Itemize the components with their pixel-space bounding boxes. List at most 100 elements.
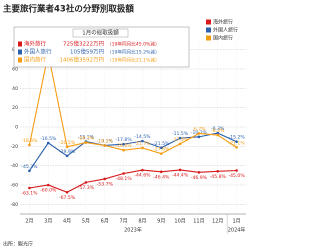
series-point: [122, 172, 125, 175]
series-point: [65, 145, 69, 149]
x-tick-label: 1月: [232, 219, 240, 225]
x-tick-label: 12月: [212, 219, 223, 225]
summary-amount: 105億59万円: [70, 48, 104, 56]
y-tick-label: 40: [12, 86, 18, 92]
series-line: [28, 53, 237, 155]
value-label: -8.3%: [211, 128, 225, 134]
value-label: -45.0%: [228, 173, 245, 179]
series-point: [235, 140, 238, 143]
series-point: [141, 139, 144, 143]
summary-name: 国内旅行: [24, 56, 47, 64]
x-tick-label: 5月: [82, 219, 90, 225]
value-label: -16.5%: [40, 136, 57, 142]
series-point: [235, 146, 238, 149]
y-tick-label: -60: [10, 183, 18, 189]
value-label: -67.5%: [59, 195, 76, 201]
series-point: [178, 168, 182, 172]
series-point: [197, 135, 201, 139]
series-point: [216, 131, 220, 135]
x-tick-label: 10月: [174, 219, 185, 225]
value-label: -14.5%: [134, 134, 151, 140]
y-tick-label: 60: [12, 67, 18, 73]
value-label: -27.6%: [153, 147, 170, 153]
value-label: -15.1%: [78, 135, 95, 141]
value-label: -29.9%: [59, 149, 76, 155]
x-tick-label: 4月: [63, 219, 71, 225]
chart: 主要旅行業者43社の分野別取扱額 出所：観光庁 -80 -60 -40 -20 0 20 4…: [3, 4, 246, 248]
summary-amount: 725億3222万円: [63, 40, 104, 48]
legend-label: 外国人旅行: [213, 27, 238, 34]
series-point: [28, 143, 31, 147]
series-point: [178, 136, 182, 140]
series-point: [65, 154, 69, 158]
x-tick-label: 7月: [119, 219, 127, 225]
series-point: [159, 146, 163, 150]
series-point: [28, 169, 31, 173]
x-tick-label: 8月: [138, 219, 146, 225]
y-tick-label: -80: [10, 202, 18, 208]
series-point: [141, 146, 144, 150]
summary-amount: 1406億3592万円: [60, 56, 105, 64]
series-point: [103, 177, 107, 181]
series-line: [28, 132, 237, 172]
value-label: -46.9%: [191, 175, 208, 181]
y-tick-label: 20: [12, 105, 18, 111]
x-tick-label: 3月: [44, 219, 52, 225]
series-point: [103, 144, 107, 147]
value-label: -11.5%: [172, 131, 189, 137]
summary-swatch: [18, 57, 22, 63]
value-label: -19.1%: [97, 138, 114, 144]
value-label: -63.1%: [21, 190, 38, 196]
series-point: [46, 183, 50, 187]
legend-label: 国内旅行: [213, 35, 233, 42]
year-label: 2023年: [124, 227, 142, 234]
value-label: -17.5%: [172, 137, 189, 143]
value-label: -15.2%: [228, 135, 245, 141]
series-point: [216, 133, 220, 137]
value-label: -44.4%: [172, 172, 189, 178]
value-label: -45.8%: [210, 174, 227, 180]
summary-name: 海外旅行: [24, 40, 47, 48]
value-label: -21.7%: [134, 141, 151, 147]
series-point: [84, 141, 88, 144]
summary-note: （19年同月比21.1%減）: [107, 57, 160, 64]
value-label: -44.6%: [134, 173, 151, 179]
legend-swatch: [206, 35, 211, 41]
summary-name: 外国人旅行: [24, 48, 52, 56]
value-label: -20.5%: [59, 140, 76, 146]
legend-swatch: [206, 27, 211, 33]
year-label: 2024年: [228, 227, 246, 234]
x-tick-label: 9月: [157, 219, 165, 225]
value-label: -48.1%: [115, 176, 132, 182]
value-label: -21.1%: [228, 140, 245, 146]
value-label: -21.5%: [153, 141, 170, 147]
y-tick-label: 0: [15, 125, 18, 131]
series-point: [122, 148, 125, 152]
series-point: [197, 171, 201, 174]
summary-swatch: [18, 41, 22, 47]
x-tick-label: 6月: [101, 219, 109, 225]
value-label: -53.7%: [97, 181, 114, 187]
value-label: -17.8%: [115, 137, 132, 143]
summary-title-bg: [72, 28, 129, 38]
value-label: -60.0%: [40, 188, 57, 194]
series-point: [46, 141, 50, 145]
page: {"chart_data": {"type": "line", "title":…: [3, 3, 246, 248]
x-tick-label: 2月: [25, 219, 33, 225]
series-point: [178, 142, 182, 146]
series-point: [159, 152, 163, 155]
value-label: -45.3%: [21, 164, 38, 170]
x-tick-label: 11月: [193, 219, 204, 225]
summary-swatch: [18, 49, 22, 55]
y-tick-label: -20: [10, 144, 18, 150]
legend-label: 海外旅行: [213, 19, 233, 26]
series-point: [197, 132, 201, 135]
summary-note: （19年同月比15.2%減）: [107, 49, 160, 56]
value-label: -6.3%: [211, 126, 225, 132]
series-point: [84, 181, 88, 184]
series-point: [141, 168, 144, 172]
value-label: -46.4%: [153, 174, 170, 180]
series-point: [122, 142, 125, 146]
legend-swatch: [206, 19, 211, 25]
value-label: -18.6%: [21, 138, 38, 144]
